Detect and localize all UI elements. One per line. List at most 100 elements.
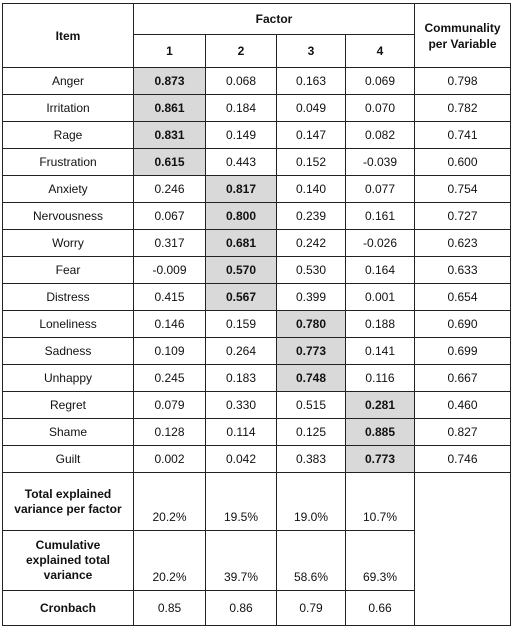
summary-value: 20.2% [133, 472, 206, 531]
summary-value: 0.86 [205, 590, 277, 626]
item-name: Distress [2, 283, 134, 311]
data-row: Regret 0.079 0.330 0.515 0.281 0.460 [2, 391, 511, 419]
communality: 0.460 [414, 391, 511, 419]
summary-value: 0.66 [345, 590, 415, 626]
loading: -0.039 [345, 148, 415, 176]
loading: 0.415 [133, 283, 206, 311]
loading: 0.873 [133, 67, 206, 95]
loading: 0.109 [133, 337, 206, 365]
loading: 0.146 [133, 310, 206, 338]
summary-value: 0.79 [276, 590, 346, 626]
communality: 0.746 [414, 445, 511, 473]
communality: 0.782 [414, 94, 511, 122]
data-row: Fear -0.009 0.570 0.530 0.164 0.633 [2, 256, 511, 284]
item-name: Guilt [2, 445, 134, 473]
loading: 0.042 [205, 445, 277, 473]
loading: 0.188 [345, 310, 415, 338]
item-name: Anxiety [2, 175, 134, 203]
loading: 0.817 [205, 175, 277, 203]
loading: 0.147 [276, 121, 346, 149]
summary-value: 39.7% [205, 530, 277, 591]
summary-row: Cronbach 0.85 0.86 0.79 0.66 [2, 590, 511, 626]
loading: 0.399 [276, 283, 346, 311]
summary-value: 10.7% [345, 472, 415, 531]
communality: 0.741 [414, 121, 511, 149]
data-row: Distress 0.415 0.567 0.399 0.001 0.654 [2, 283, 511, 311]
loading: 0.330 [205, 391, 277, 419]
loading: 0.861 [133, 94, 206, 122]
loading: 0.002 [133, 445, 206, 473]
loading: 0.068 [205, 67, 277, 95]
loading: 0.281 [345, 391, 415, 419]
summary-row: Total explained variance per factor 20.2%… [2, 472, 511, 626]
communality: 0.667 [414, 364, 511, 392]
item-name: Regret [2, 391, 134, 419]
loading: 0.773 [276, 337, 346, 365]
communality: 0.798 [414, 67, 511, 95]
summary-value: 19.5% [205, 472, 277, 531]
loading: 0.885 [345, 418, 415, 446]
summary-value: 69.3% [345, 530, 415, 591]
loading: 0.242 [276, 229, 346, 257]
loading: 0.567 [205, 283, 277, 311]
summary-label: Cumulative explained total variance [2, 530, 134, 591]
summary-value: 0.85 [133, 590, 206, 626]
data-row: Loneliness 0.146 0.159 0.780 0.188 0.690 [2, 310, 511, 338]
communality-header: Communality per Variable [414, 3, 511, 68]
item-name: Fear [2, 256, 134, 284]
item-name: Shame [2, 418, 134, 446]
loading: 0.077 [345, 175, 415, 203]
item-name: Unhappy [2, 364, 134, 392]
summary-value: 58.6% [276, 530, 346, 591]
loading: 0.748 [276, 364, 346, 392]
data-row: Frustration 0.615 0.443 0.152 -0.039 0.600 [2, 148, 511, 176]
data-row: Worry 0.317 0.681 0.242 -0.026 0.623 [2, 229, 511, 257]
loading: 0.239 [276, 202, 346, 230]
item-name: Loneliness [2, 310, 134, 338]
loading: 0.159 [205, 310, 277, 338]
item-name: Irritation [2, 94, 134, 122]
data-row: Anger 0.873 0.068 0.163 0.069 0.798 [2, 67, 511, 95]
communality: 0.827 [414, 418, 511, 446]
loading: 0.183 [205, 364, 277, 392]
summary-label: Total explained variance per factor [2, 472, 134, 531]
data-row: Anxiety 0.246 0.817 0.140 0.077 0.754 [2, 175, 511, 203]
communality: 0.690 [414, 310, 511, 338]
loading: 0.114 [205, 418, 277, 446]
data-row: Shame 0.128 0.114 0.125 0.885 0.827 [2, 418, 511, 446]
loading: 0.125 [276, 418, 346, 446]
communality: 0.654 [414, 283, 511, 311]
factor-number: 1 [133, 34, 206, 68]
item-name: Worry [2, 229, 134, 257]
communality: 0.727 [414, 202, 511, 230]
table-body: Anger 0.873 0.068 0.163 0.069 0.798 Irritation… [2, 67, 511, 626]
loading: 0.116 [345, 364, 415, 392]
loading: 0.152 [276, 148, 346, 176]
loading: 0.049 [276, 94, 346, 122]
factor-number: 4 [345, 34, 415, 68]
factor-number: 2 [205, 34, 277, 68]
data-row: Guilt 0.002 0.042 0.383 0.773 0.746 [2, 445, 511, 473]
loading: 0.245 [133, 364, 206, 392]
loading: 0.570 [205, 256, 277, 284]
loading: 0.070 [345, 94, 415, 122]
factor-number: 3 [276, 34, 346, 68]
data-row: Sadness 0.109 0.264 0.773 0.141 0.699 [2, 337, 511, 365]
loading: 0.780 [276, 310, 346, 338]
loading: 0.246 [133, 175, 206, 203]
summary-row: Cumulative explained total variance 20.2%… [2, 530, 511, 591]
communality: 0.754 [414, 175, 511, 203]
blank-cell [414, 472, 511, 626]
loading: 0.773 [345, 445, 415, 473]
summary-value: 19.0% [276, 472, 346, 531]
loading: 0.079 [133, 391, 206, 419]
item-name: Nervousness [2, 202, 134, 230]
communality: 0.600 [414, 148, 511, 176]
loading: 0.681 [205, 229, 277, 257]
loading: 0.443 [205, 148, 277, 176]
loading: 0.317 [133, 229, 206, 257]
